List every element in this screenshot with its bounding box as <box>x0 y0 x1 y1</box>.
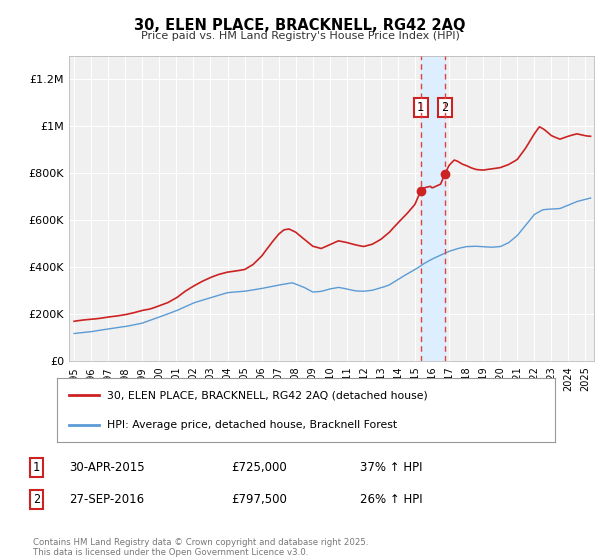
Text: 30, ELEN PLACE, BRACKNELL, RG42 2AQ (detached house): 30, ELEN PLACE, BRACKNELL, RG42 2AQ (det… <box>107 390 428 400</box>
Text: 37% ↑ HPI: 37% ↑ HPI <box>360 461 422 474</box>
Text: 30, ELEN PLACE, BRACKNELL, RG42 2AQ: 30, ELEN PLACE, BRACKNELL, RG42 2AQ <box>134 18 466 33</box>
Text: 2: 2 <box>441 101 448 114</box>
Text: 30-APR-2015: 30-APR-2015 <box>69 461 145 474</box>
Text: HPI: Average price, detached house, Bracknell Forest: HPI: Average price, detached house, Brac… <box>107 420 397 430</box>
Bar <box>421 56 445 361</box>
Text: 26% ↑ HPI: 26% ↑ HPI <box>360 493 422 506</box>
Text: 27-SEP-2016: 27-SEP-2016 <box>69 493 144 506</box>
Text: Price paid vs. HM Land Registry's House Price Index (HPI): Price paid vs. HM Land Registry's House … <box>140 31 460 41</box>
Text: £725,000: £725,000 <box>231 461 287 474</box>
Text: 2: 2 <box>33 493 40 506</box>
Text: Contains HM Land Registry data © Crown copyright and database right 2025.
This d: Contains HM Land Registry data © Crown c… <box>33 538 368 557</box>
Text: £797,500: £797,500 <box>231 493 287 506</box>
Text: 1: 1 <box>33 461 40 474</box>
Text: 1: 1 <box>417 101 424 114</box>
